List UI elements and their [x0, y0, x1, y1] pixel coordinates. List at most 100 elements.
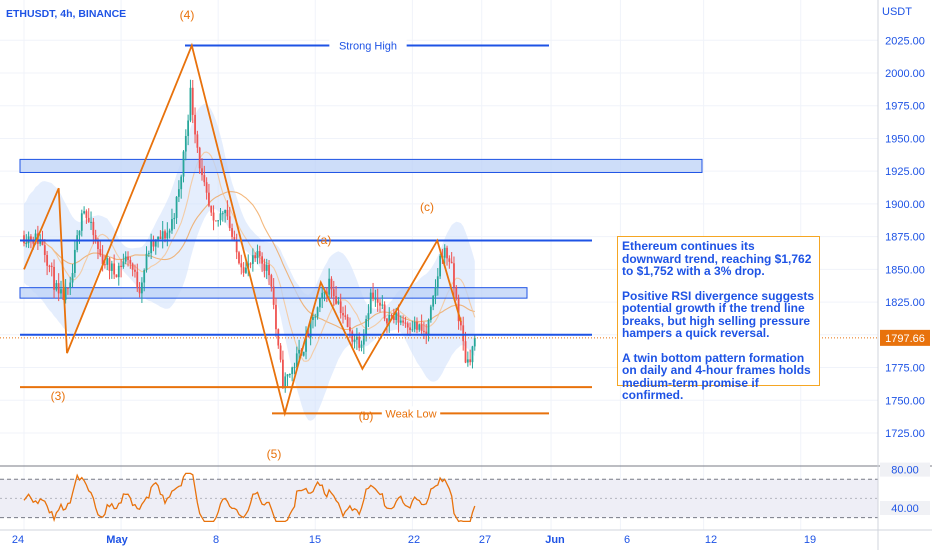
time-tick-4: 22 [408, 534, 420, 546]
candle-body-81 [210, 205, 213, 213]
candle-body-182 [443, 247, 446, 258]
price-tick-8: 1825.00 [885, 297, 925, 309]
candle-185 [450, 252, 453, 264]
candle-body-78 [203, 175, 206, 183]
candle-body-144 [355, 336, 358, 340]
candle-11 [48, 264, 51, 273]
candle-body-192 [466, 359, 469, 363]
candle-71 [187, 114, 190, 146]
candle-65 [173, 213, 176, 230]
candle-body-64 [171, 219, 173, 231]
candle-body-69 [182, 151, 185, 177]
candle-54 [147, 250, 150, 258]
candle-body-34 [101, 255, 104, 265]
candle-88 [226, 200, 229, 221]
candle-83 [214, 220, 217, 222]
candle-body-36 [106, 258, 109, 265]
candle-133 [330, 276, 333, 299]
candle-18 [64, 279, 67, 304]
candle-22 [73, 239, 76, 278]
candle-body-113 [284, 376, 287, 389]
candle-body-191 [464, 341, 467, 363]
rsi-tick-bg-1 [880, 501, 930, 515]
candle-body-39 [113, 263, 116, 275]
candle-179 [436, 268, 439, 296]
candle-42 [120, 259, 122, 278]
candle-body-115 [288, 374, 291, 376]
candle-100 [254, 252, 257, 262]
candle-186 [453, 256, 455, 297]
candle-172 [420, 314, 423, 336]
candle-body-57 [154, 239, 157, 247]
candle-body-9 [43, 245, 46, 255]
candle-154 [379, 298, 381, 313]
candle-body-48 [134, 269, 136, 272]
candle-59 [159, 230, 162, 240]
candle-body-90 [231, 228, 233, 238]
candle-body-30 [92, 221, 95, 236]
price-tick-3: 1950.00 [885, 133, 925, 145]
candle-body-146 [360, 344, 363, 348]
candle-body-32 [97, 240, 99, 250]
level-label-bg-5 [381, 406, 441, 421]
candle-99 [251, 248, 254, 272]
candle-body-108 [272, 286, 275, 305]
candle-body-117 [293, 367, 296, 369]
candle-body-95 [242, 267, 245, 273]
candle-170 [416, 317, 418, 334]
candle-body-130 [323, 291, 326, 293]
candle-41 [117, 262, 120, 286]
candle-26 [83, 206, 86, 215]
candle-body-148 [365, 319, 368, 335]
candle-50 [138, 282, 141, 298]
candle-150 [369, 288, 372, 315]
candle-176 [429, 304, 432, 323]
candle-body-172 [420, 324, 423, 331]
candle-19 [67, 287, 69, 295]
candle-46 [129, 256, 132, 269]
candle-140 [346, 314, 349, 328]
candle-body-58 [157, 236, 159, 240]
price-tick-0: 2025.00 [885, 35, 925, 47]
candle-body-11 [48, 265, 51, 267]
wave-label-1: (4) [180, 8, 195, 22]
candle-body-127 [316, 307, 319, 317]
candle-body-77 [201, 168, 203, 176]
candle-body-132 [328, 278, 331, 295]
candle-56 [152, 235, 155, 252]
candle-body-154 [379, 302, 381, 306]
candle-81 [210, 205, 213, 217]
candle-body-129 [321, 292, 324, 299]
candle-body-28 [87, 217, 90, 222]
candle-body-33 [99, 249, 102, 256]
time-tick-2: 8 [213, 534, 219, 546]
candle-94 [240, 254, 243, 275]
candle-136 [337, 297, 340, 305]
candle-body-133 [330, 278, 333, 290]
rsi-line [23, 472, 476, 523]
candle-108 [272, 278, 275, 310]
candle-body-82 [212, 212, 215, 221]
last-price-tag-bg [880, 329, 930, 346]
candle-body-183 [446, 247, 448, 259]
candle-84 [217, 220, 220, 227]
candle-body-193 [469, 359, 472, 363]
candle-0 [23, 230, 25, 247]
candle-body-101 [256, 251, 259, 259]
candle-165 [404, 316, 407, 328]
candle-body-91 [233, 237, 236, 241]
candle-12 [50, 262, 53, 277]
candle-body-136 [337, 301, 340, 304]
candle-body-194 [471, 346, 474, 363]
candle-194 [471, 345, 474, 369]
candle-62 [166, 222, 169, 247]
candle-178 [434, 279, 437, 305]
candle-129 [321, 284, 324, 309]
candle-body-163 [399, 320, 402, 323]
candle-body-8 [41, 239, 44, 246]
candle-body-165 [404, 322, 407, 324]
candle-body-177 [432, 296, 435, 307]
price-tick-11: 1750.00 [885, 395, 925, 407]
